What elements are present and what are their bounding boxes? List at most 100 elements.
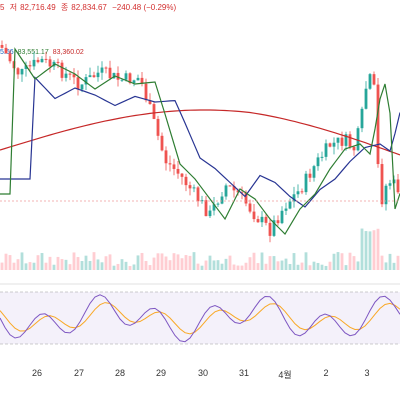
volume-bar [180,258,184,270]
candle-body [216,203,220,205]
rsi-panel [0,291,400,345]
candle-body [104,67,108,69]
candle-body [212,204,216,211]
volume-bar [140,252,144,270]
volume-bar [44,262,48,270]
volume-bar [40,253,44,270]
candle-body [8,53,12,62]
volume-bar [172,253,176,270]
volume-bar [104,256,108,270]
volume-bar [244,262,248,270]
volume-bar [92,252,96,270]
volume-bar [256,263,260,270]
date-tick: 30 [197,368,209,378]
candle-body [180,173,184,177]
candle-body [32,59,36,67]
volume-bar [24,263,28,270]
volume-bar [208,255,212,270]
volume-bar [396,255,400,270]
date-tick: 31 [238,368,250,378]
candle-body [308,173,312,178]
candle-body [292,194,296,202]
candle-body [108,67,112,79]
candle-body [208,210,212,217]
volume-bar [384,262,388,270]
candle-body [380,164,384,205]
volume-bar [324,265,328,270]
volume-bar [76,257,80,270]
volume-bar [332,253,336,270]
candle-body [196,187,200,202]
volume-bar [52,264,56,270]
candle-body [168,163,172,165]
candle-body [312,166,316,178]
volume-bar [184,255,188,270]
volume-bar [128,265,132,270]
volume-bar [320,264,324,270]
candle-body [352,146,356,151]
ohlc-fragment: 5 [0,3,5,12]
candle-body [44,58,48,60]
candle-body [120,79,124,81]
candle-body [396,179,400,193]
candle-body [68,73,72,75]
volume-bar [100,262,104,270]
volume-bar [224,258,228,270]
volume-bar [88,260,92,270]
candle-body [188,185,192,189]
volume-bar [152,257,156,270]
candle-body [112,72,116,79]
candle-body [276,220,280,224]
volume-bar [96,259,100,270]
volume-bar [212,260,216,270]
candle-body [60,62,64,78]
candle-body [296,191,300,195]
volume-bar [340,253,344,270]
date-tick: 2 [323,368,329,378]
candle-body [360,108,364,129]
volume-bar [112,265,116,270]
volume-bar [64,259,68,270]
ohlc-header: 5 저 82,716.49 종 82,834.67 −240.48 (−0.29%) [0,2,179,13]
candle-body [136,77,140,81]
volume-bar [116,263,120,270]
volume-bar [344,265,348,270]
volume-bar [0,262,4,270]
rsi-line [0,294,400,343]
volume-bar [232,264,236,270]
date-tick: 26 [31,368,43,378]
rsi-signal-line [0,302,400,335]
volume-bar [260,252,264,270]
volume-bar [296,264,300,270]
candle-body [220,196,224,204]
candle-body [16,68,20,75]
candle-body [252,211,256,220]
candle-body [148,100,152,105]
candle-body [344,134,348,146]
candle-body [40,58,44,63]
candle-body [184,176,188,186]
volume-bar [32,262,36,270]
volume-bar [84,255,88,270]
date-tick: 29 [155,368,167,378]
candle-body [324,143,328,157]
volume-bar [192,252,196,270]
ma-mid-line [0,76,400,208]
volume-bar [352,256,356,270]
candle-body [96,72,100,78]
candle-body [288,201,292,209]
candle-body [64,73,68,78]
candle-body [388,183,392,186]
candle-body [248,203,252,212]
candle-body [256,219,260,223]
volume-bar [160,253,164,270]
low-value: 82,716.49 [20,3,56,12]
volume-bar [176,254,180,270]
candle-body [348,134,352,147]
volume-bar [36,255,40,270]
volume-bar [268,256,272,270]
candle-body [240,192,244,194]
volume-bar [284,258,288,270]
volume-bar [300,262,304,270]
